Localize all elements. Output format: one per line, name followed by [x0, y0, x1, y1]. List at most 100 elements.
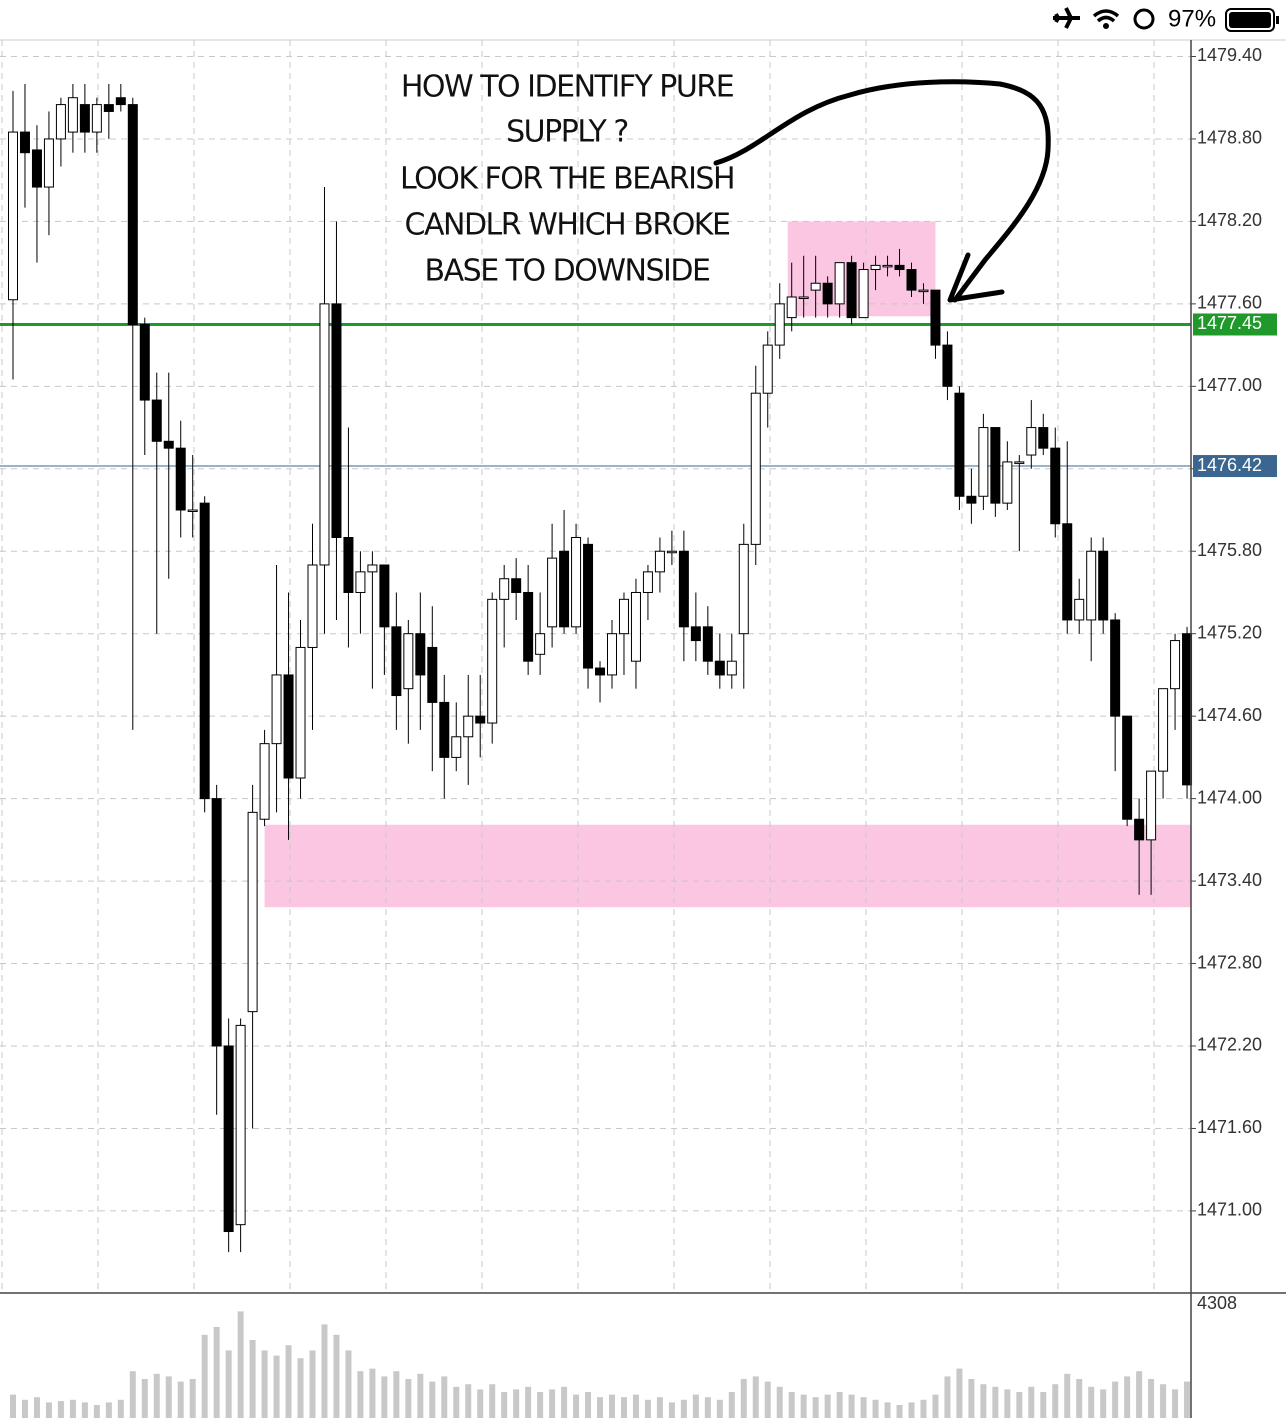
volume-bar	[776, 1386, 783, 1418]
y-tick-label: 1473.40	[1197, 870, 1262, 890]
volume-bar	[369, 1368, 376, 1418]
volume-bar	[609, 1394, 615, 1418]
volume-bar	[692, 1394, 699, 1418]
bull-body	[1086, 550, 1097, 621]
volume-bar	[980, 1384, 987, 1418]
lock-icon	[1133, 8, 1155, 30]
volume-bar	[69, 1399, 76, 1418]
bull-body	[1158, 688, 1169, 772]
volume-bar	[597, 1397, 604, 1418]
volume-bar	[105, 1402, 112, 1418]
bear-body	[115, 97, 126, 106]
bull-body	[666, 550, 677, 554]
price-label-box	[1193, 455, 1277, 478]
bull-body	[918, 289, 929, 293]
volume-bar	[1100, 1389, 1107, 1418]
volume-bar	[908, 1402, 915, 1418]
volume-bar	[441, 1376, 448, 1418]
price-label: 1477.45	[1197, 313, 1262, 333]
bear-body	[559, 550, 570, 628]
bull-body	[259, 743, 270, 820]
bull-body	[1170, 640, 1181, 690]
volume-bar	[752, 1376, 759, 1418]
bear-body	[595, 667, 606, 676]
volume-bar	[165, 1376, 172, 1418]
volume-bar	[860, 1397, 867, 1418]
bear-body	[343, 537, 354, 593]
bull-body	[8, 131, 18, 301]
volume-bar	[932, 1394, 939, 1418]
bull-body	[978, 427, 989, 497]
annotation-arrow	[713, 79, 1051, 303]
volume-bar	[1076, 1379, 1083, 1418]
volume-bar	[537, 1392, 544, 1418]
volume-bar	[453, 1386, 460, 1418]
volume-bar	[429, 1381, 436, 1418]
bull-body	[487, 598, 498, 724]
bull-body	[307, 564, 318, 648]
volume-bar	[1172, 1389, 1179, 1418]
bull-body	[642, 571, 653, 593]
volume-bar	[764, 1381, 771, 1418]
volume-bar	[992, 1386, 999, 1418]
bull-body	[547, 557, 558, 628]
bear-body	[175, 447, 186, 511]
volume-bar	[129, 1371, 136, 1418]
bull-body	[91, 104, 102, 133]
bear-body	[690, 626, 701, 642]
volume-bar	[177, 1381, 184, 1418]
bear-body	[678, 550, 689, 628]
bear-body	[966, 495, 977, 504]
volume-bar	[561, 1386, 568, 1418]
volume-bar	[1040, 1392, 1047, 1418]
bear-body	[1098, 550, 1109, 621]
battery-icon	[1225, 8, 1275, 32]
volume-bar	[381, 1376, 388, 1418]
bull-body	[67, 97, 78, 133]
status-bar: 97%	[1053, 5, 1279, 32]
volume-bar	[656, 1397, 663, 1418]
volume-bar	[117, 1399, 124, 1418]
bull-body	[774, 303, 785, 346]
y-tick-label: 1477.00	[1197, 375, 1262, 395]
bull-body	[571, 537, 582, 628]
volume-bar	[668, 1402, 675, 1418]
volume-bar	[225, 1350, 232, 1418]
volume-bar	[812, 1397, 819, 1418]
bull-body	[499, 578, 510, 600]
volume-bar	[944, 1376, 951, 1418]
bear-body	[523, 591, 534, 662]
volume-bar	[201, 1334, 208, 1418]
bear-body	[79, 104, 90, 133]
wifi-icon-dot	[1103, 23, 1109, 29]
bull-body	[750, 392, 761, 545]
bull-body	[810, 282, 821, 291]
battery-tip	[1276, 16, 1279, 24]
volume-bar	[357, 1371, 364, 1418]
volume-bar	[884, 1402, 891, 1418]
volume-bar	[1136, 1371, 1143, 1418]
volume-bar	[632, 1394, 639, 1418]
y-tick-label: 1474.60	[1197, 705, 1262, 725]
bull-body	[762, 344, 773, 394]
y-tick-label: 1475.20	[1197, 622, 1262, 642]
bull-body	[247, 811, 258, 1013]
volume-bar	[93, 1405, 100, 1418]
bull-body	[882, 264, 893, 268]
volume-bar	[549, 1389, 556, 1418]
bear-body	[427, 646, 438, 703]
bear-body	[199, 502, 210, 800]
bear-body	[475, 715, 486, 724]
volume-bar	[57, 1401, 64, 1418]
volume-bar	[309, 1350, 316, 1418]
y-tick-label: 1478.20	[1197, 210, 1262, 230]
bear-body	[583, 543, 594, 669]
bull-body	[654, 550, 665, 573]
bull-body	[618, 598, 629, 635]
volume-bar	[585, 1392, 592, 1418]
bull-body	[55, 104, 66, 140]
bull-body	[1014, 461, 1025, 464]
bull-body	[786, 296, 797, 319]
bull-body	[858, 269, 869, 319]
